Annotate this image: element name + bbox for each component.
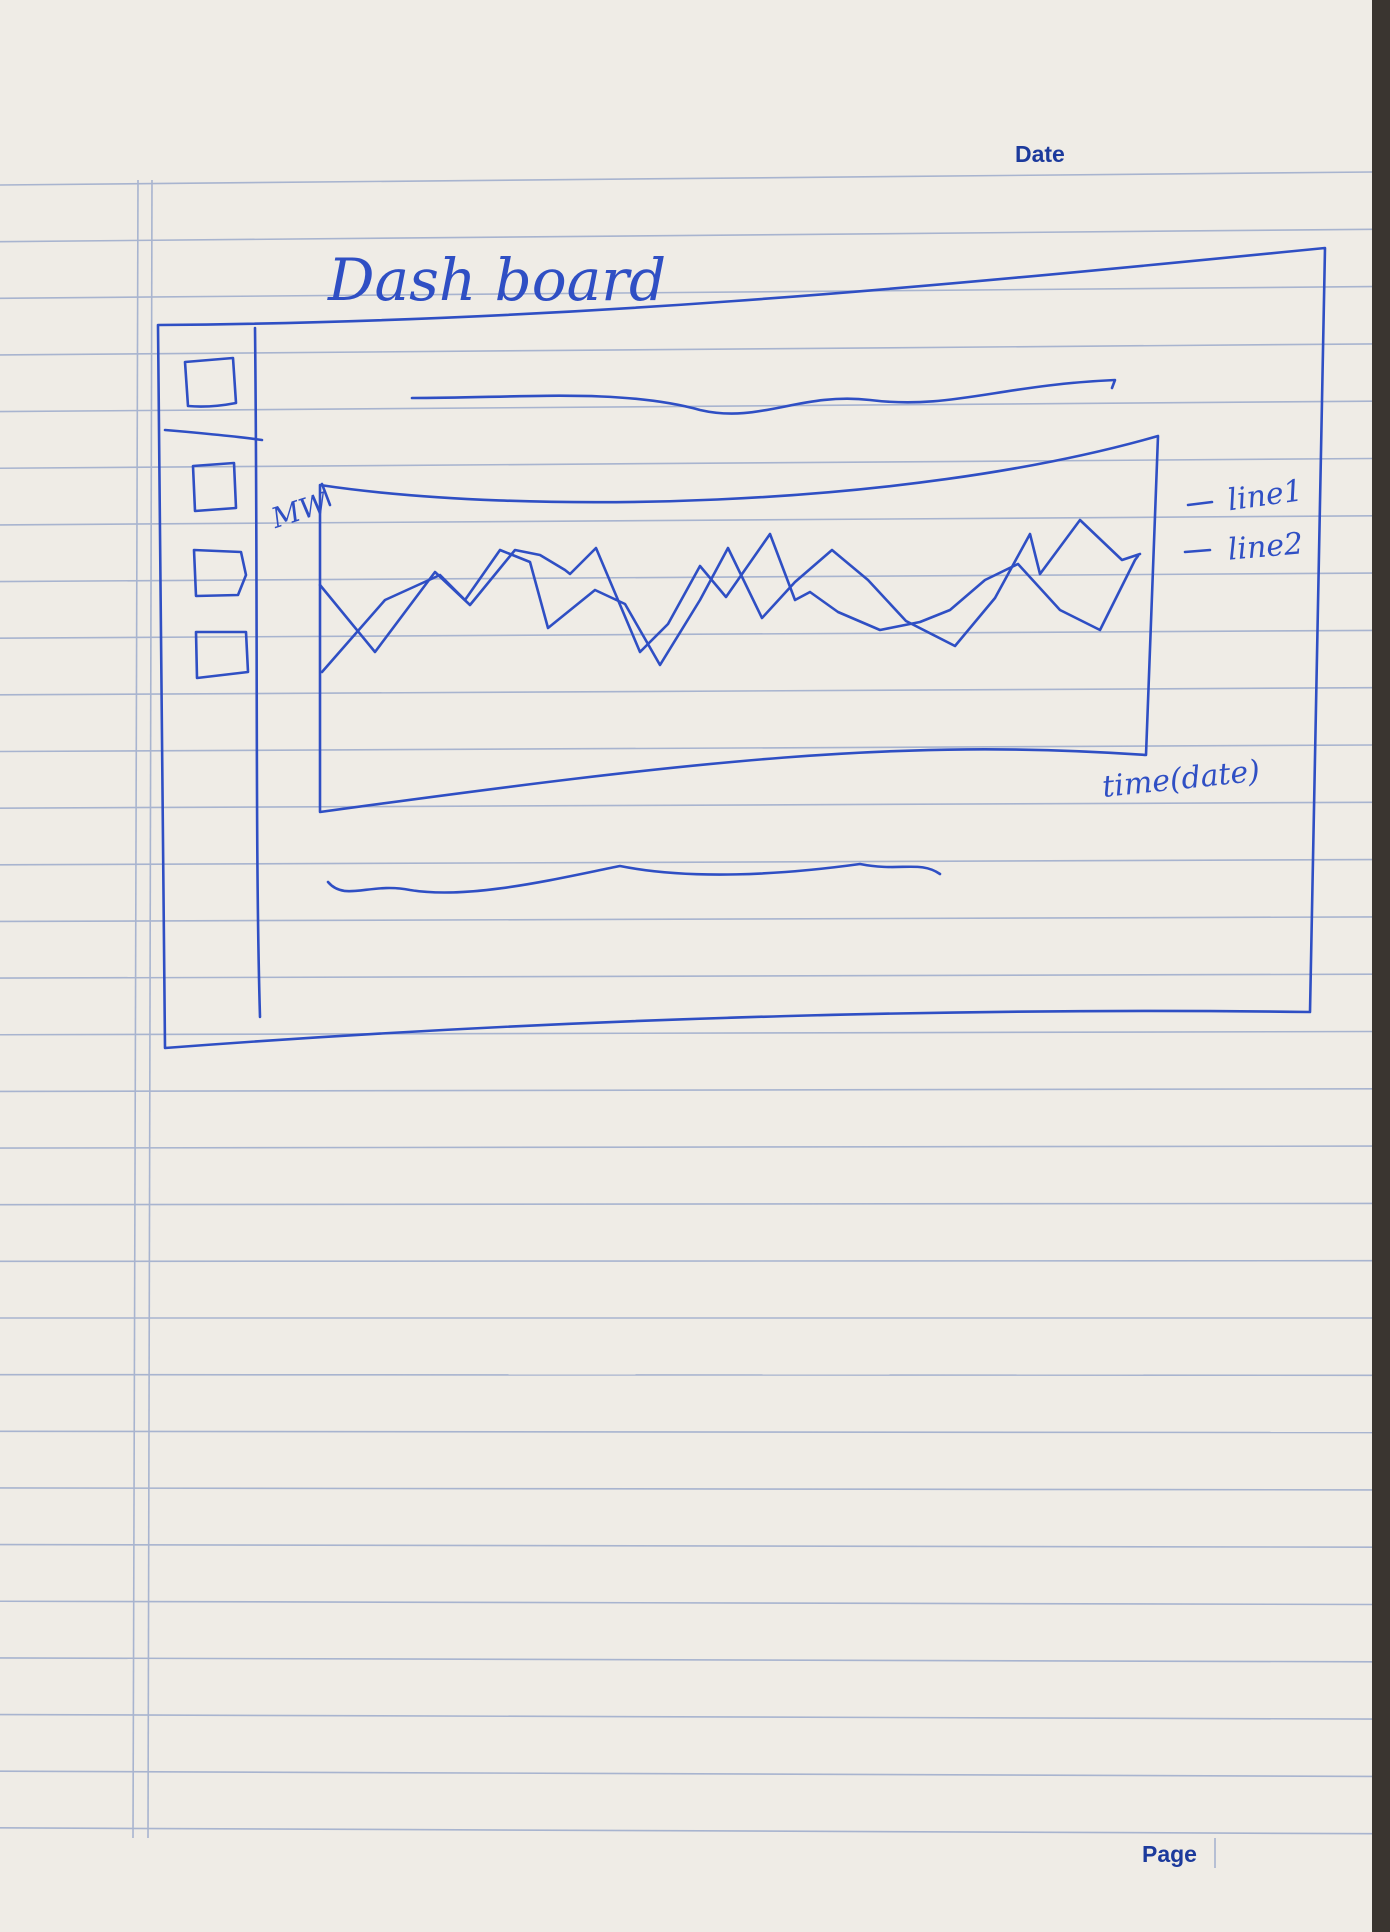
ruled-line bbox=[0, 1259, 1373, 1263]
chart-legend bbox=[1183, 500, 1214, 554]
header-text-placeholder bbox=[410, 378, 1117, 415]
chart-panel-top-edge bbox=[320, 482, 332, 507]
ruled-line bbox=[0, 1827, 1373, 1835]
ruled-line bbox=[0, 1657, 1373, 1663]
sidebar-header-divider bbox=[163, 428, 264, 442]
ruled-line bbox=[0, 973, 1373, 979]
ruled-line bbox=[0, 1487, 1373, 1491]
ruled-line bbox=[0, 1543, 1373, 1548]
ruled-line bbox=[0, 171, 1373, 186]
ruled-line bbox=[0, 1430, 1373, 1434]
page-label: Page bbox=[1142, 1841, 1197, 1867]
ruled-line bbox=[0, 858, 1373, 866]
sidebar-icon-1[interactable] bbox=[183, 356, 238, 408]
margin-line bbox=[132, 179, 139, 1839]
ruled-line bbox=[0, 1030, 1373, 1036]
ruled-line bbox=[0, 1770, 1373, 1778]
ruled-lines bbox=[0, 171, 1373, 1835]
paper-edge-shadow bbox=[1372, 0, 1390, 1932]
ruled-line bbox=[0, 686, 1373, 696]
sketch-title: Dash board bbox=[327, 246, 666, 314]
window-frame bbox=[156, 246, 1327, 1050]
ruled-line bbox=[0, 1202, 1373, 1206]
ruled-line bbox=[0, 515, 1373, 526]
ruled-line bbox=[0, 343, 1373, 356]
chart-line2 bbox=[320, 518, 1142, 674]
legend-label-line2: line2 bbox=[1226, 526, 1304, 567]
legend-swatch-line1 bbox=[1186, 500, 1214, 507]
ruled-line bbox=[0, 1373, 1373, 1377]
ruled-line bbox=[0, 801, 1373, 809]
sidebar-icon-2[interactable] bbox=[191, 461, 238, 513]
ruled-line bbox=[0, 1145, 1373, 1149]
ruled-line bbox=[0, 228, 1373, 243]
chart-series-group bbox=[318, 518, 1142, 674]
ruled-line bbox=[0, 572, 1373, 583]
ruled-line bbox=[0, 1600, 1373, 1606]
ruled-line bbox=[0, 457, 1373, 470]
dashboard-sketch: Dash board bbox=[156, 246, 1327, 1050]
ruled-line bbox=[0, 285, 1373, 300]
ruled-line bbox=[0, 916, 1373, 923]
body-text-placeholder bbox=[326, 862, 942, 894]
chart-panel bbox=[318, 434, 1160, 814]
sidebar-divider bbox=[253, 326, 262, 1019]
date-label: Date bbox=[1015, 141, 1065, 167]
ruled-line bbox=[0, 1713, 1373, 1720]
sidebar-icon-4[interactable] bbox=[194, 630, 250, 680]
margin-line-2 bbox=[147, 179, 153, 1839]
ruled-line bbox=[0, 744, 1373, 753]
ruled-line bbox=[0, 1088, 1373, 1093]
legend-swatch-line2 bbox=[1183, 548, 1212, 554]
ruled-line bbox=[0, 629, 1373, 639]
sidebar-icon-3[interactable] bbox=[192, 548, 248, 598]
